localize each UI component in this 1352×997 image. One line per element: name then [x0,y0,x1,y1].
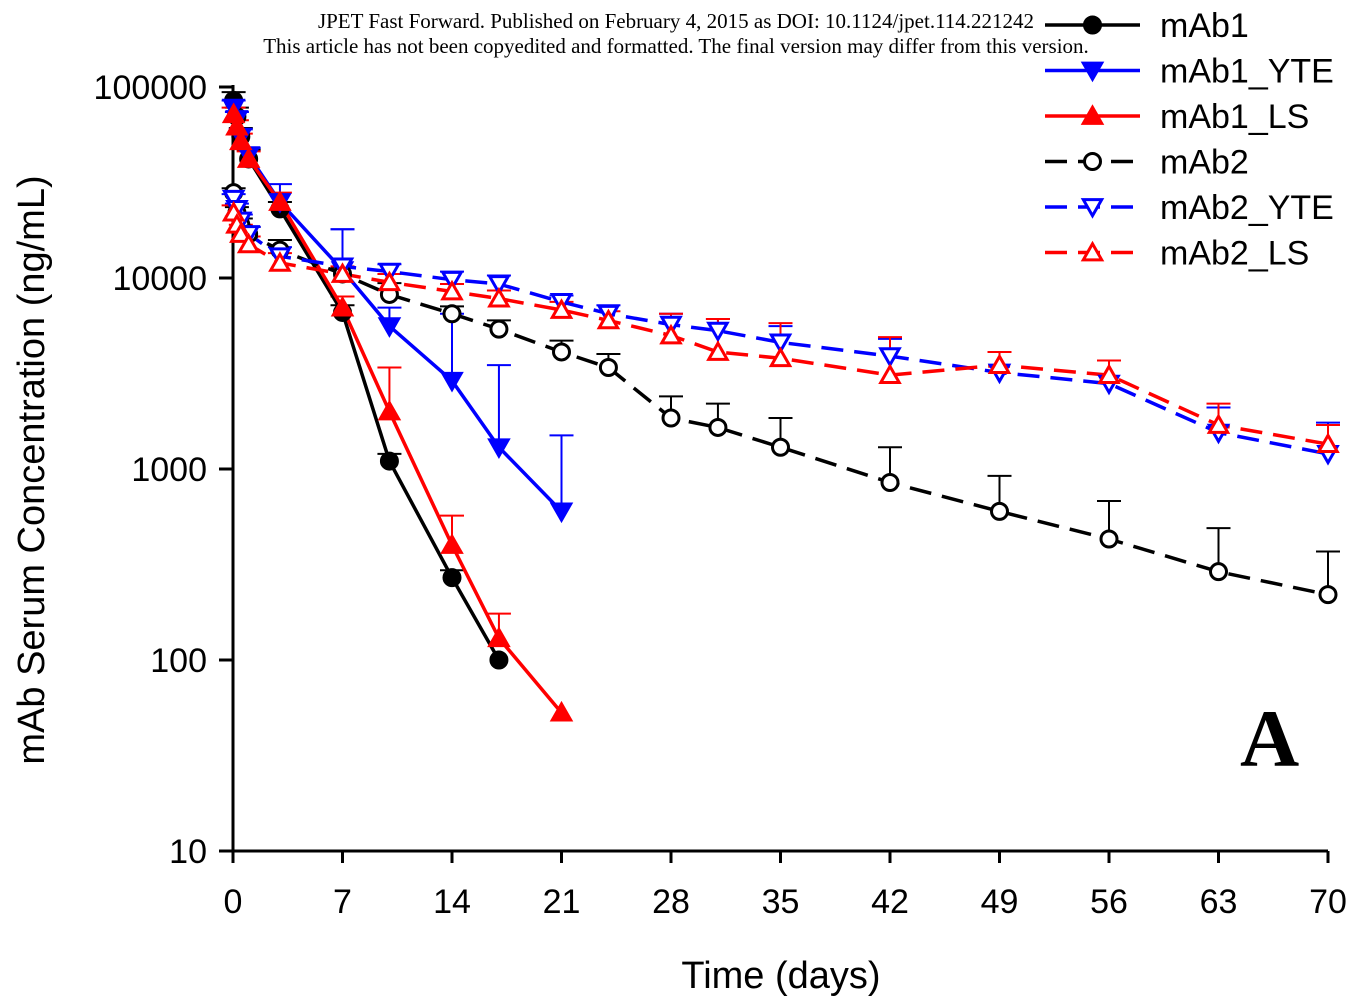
legend-mab1-yte-label: mAb1_YTE [1160,53,1334,91]
mab2-ls-point [549,298,574,319]
mab2-point [442,304,462,324]
y-tick-label: 1000 [131,451,207,489]
mab2-ls-point [229,222,253,243]
x-tick-label: 49 [981,883,1019,921]
mab2-point [880,472,900,492]
mab2-ls-point [440,279,464,301]
mab2-ls-point [987,353,1012,374]
mab2-ls-point [236,232,261,254]
y-tick-label: 100000 [94,69,207,107]
legend-mab2-yte-label: mAb2_YTE [1160,189,1334,227]
mab2-ls-point [706,340,730,361]
mab2-point [661,408,681,428]
legend-mab1-marker [1083,15,1102,35]
mab2-yte-point [706,321,730,343]
mab1-ls-point [229,129,253,151]
mab1-ls-point [377,399,402,421]
mab2-point [771,437,790,457]
mab1-ls-point [268,190,292,211]
mab2-point [1209,562,1228,582]
x-tick-label: 63 [1200,883,1238,921]
mab2-point [489,319,509,339]
legend-mab2-ls-marker [1080,240,1105,262]
x-tick-label: 0 [224,883,243,921]
legend: mAb1 mAb1_YTE mAb1_LS mAb2 mAb2_YTE mAb2_LS [1045,7,1334,273]
legend-mab2-ls-label: mAb2_LS [1160,235,1309,273]
mab1-yte-point [549,502,574,524]
mab1-yte-point [487,438,511,460]
mab2-ls-point [878,363,902,385]
legend-mab1-yte-marker [1080,61,1105,83]
x-tick-label: 21 [543,883,581,921]
y-tick-label: 10000 [112,260,207,298]
y-axis-title: mAb Serum Concentration (ng/mL) [11,175,53,764]
mab2-yte-point [487,275,511,296]
mab2-ls-point [768,346,793,368]
y-tick-label: 10 [169,833,207,871]
mab2-ls-point [1097,363,1121,385]
mab2-ls-point [487,286,511,308]
mab2-point [708,417,728,437]
mab1-yte-point [377,317,402,338]
mab2-point [1318,585,1338,605]
mab2-ls-point [1316,432,1340,453]
mab2-point [598,357,618,377]
mab2-yte-point [221,189,246,211]
x-tick-label: 28 [652,883,690,921]
mab2-ls-point [659,323,683,345]
mab2-point [1099,529,1119,549]
mab2-yte-point [768,333,793,355]
data-markers [221,90,1340,722]
mab1-ls-point [236,147,261,168]
mab2-ls-point [377,270,402,292]
header-line-2: This article has not been copyedited and… [263,34,1089,58]
x-tick-label: 7 [333,883,352,921]
panel-label: A [1240,693,1299,784]
x-axis-title: Time (days) [681,955,880,997]
legend-mab1-ls-label: mAb1_LS [1160,98,1309,136]
mab2-point [990,501,1009,521]
legend-mab2-yte-marker [1080,198,1105,219]
x-tick-label: 14 [433,883,471,921]
x-tick-label: 56 [1090,883,1128,921]
mab2-point [552,342,571,362]
mab1-point [489,650,509,670]
mab1-point [442,568,462,588]
x-tick-label: 70 [1309,883,1347,921]
mab1-yte-point [440,371,464,393]
header-line-1: JPET Fast Forward. Published on February… [317,9,1035,33]
mab2-yte-point [878,347,902,368]
x-tick-label: 35 [762,883,800,921]
mab2-ls-point [330,262,355,283]
legend-mab1-ls-marker [1080,104,1105,125]
mab1-yte-line [231,107,563,513]
mab2-ls-point [596,308,621,330]
mab1-ls-point [225,114,249,136]
mab1-point [379,451,399,471]
mab2-ls-point [1206,413,1231,434]
mab1-ls-point [487,626,511,648]
legend-mab2-marker [1083,152,1102,171]
mab1-ls-point [440,533,464,554]
y-tick-label: 100 [150,642,207,680]
x-tick-label: 42 [871,883,909,921]
mab1-ls-point [330,295,355,317]
mab2-ls-point [268,251,292,272]
legend-mab1-label: mAb1 [1160,7,1249,45]
axes: 10 100 1000 10000 100000 0 7 14 21 28 35 42 49 56 63 70 [94,69,1347,921]
legend-mab2-label: mAb2 [1160,144,1249,182]
mab1-ls-point [549,700,574,722]
